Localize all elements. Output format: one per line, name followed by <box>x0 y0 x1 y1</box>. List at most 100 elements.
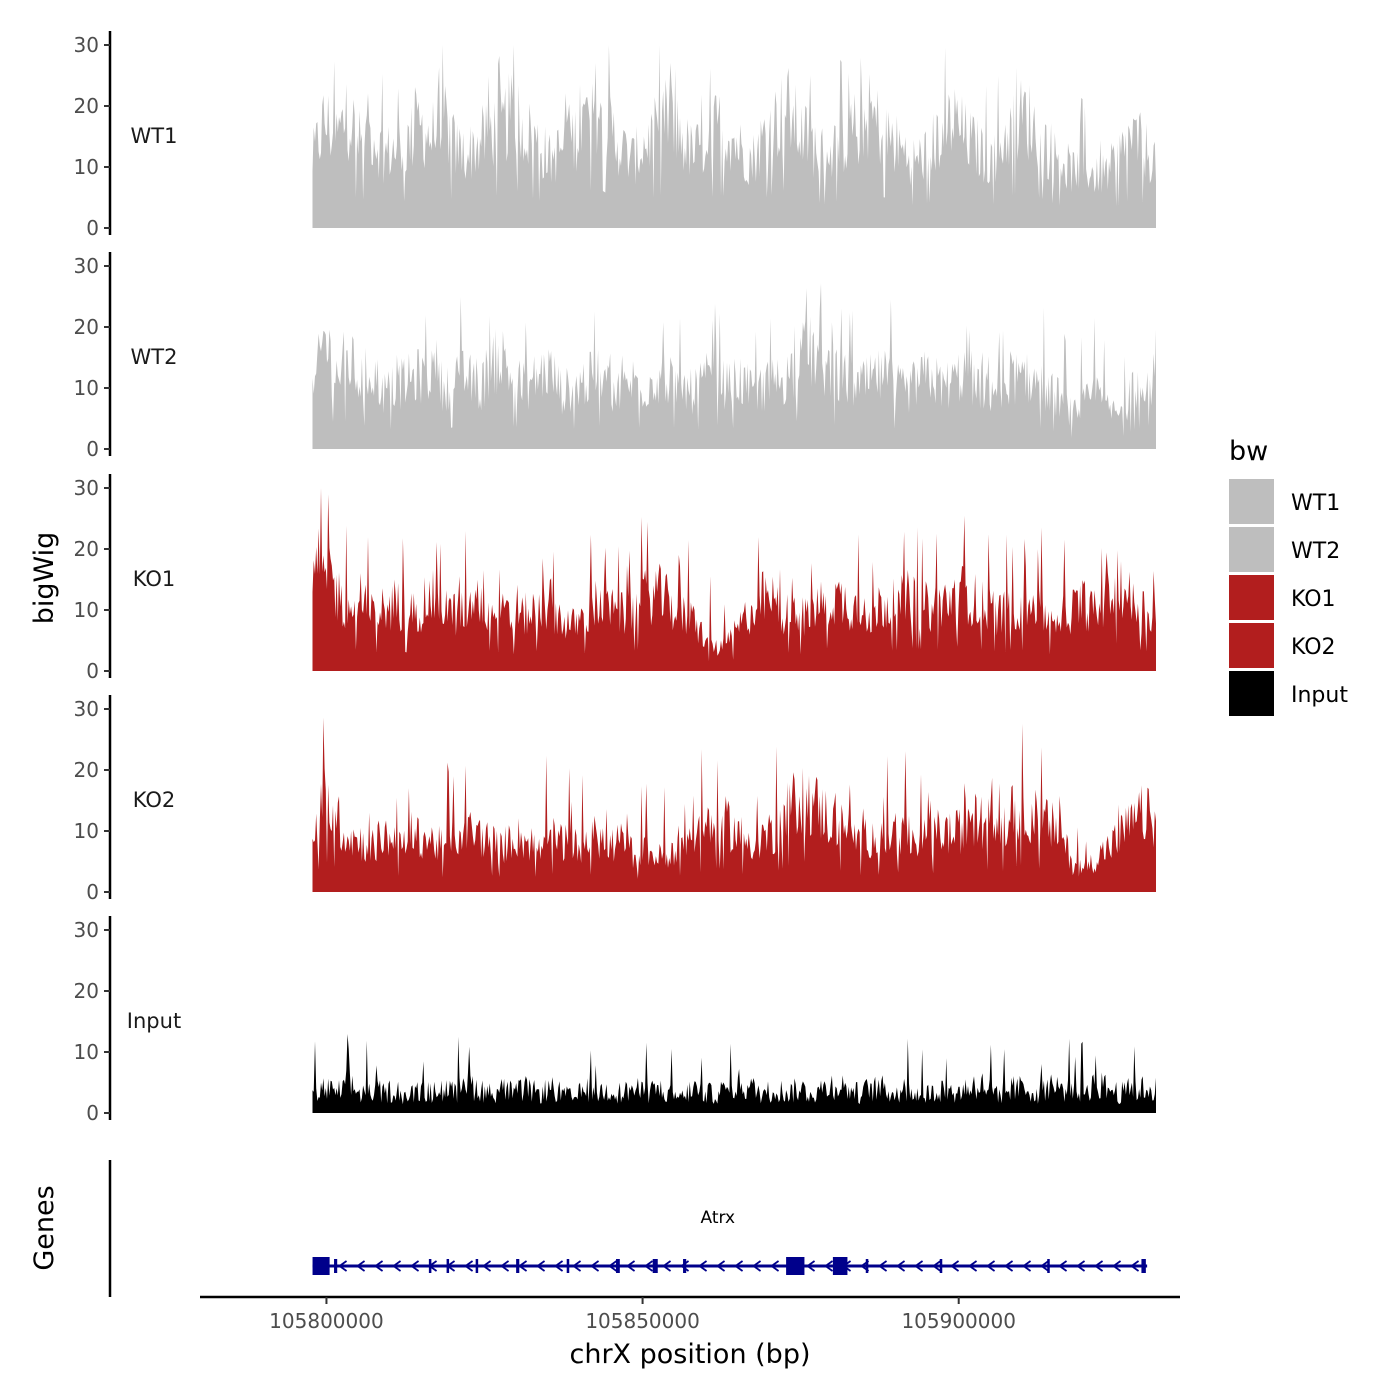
y-tick-label: 0 <box>86 216 99 240</box>
strand-chevron <box>751 1260 762 1272</box>
strand-chevron <box>1003 1260 1014 1272</box>
y-tick-label: 30 <box>74 476 99 500</box>
strand-chevron <box>1111 1260 1122 1272</box>
x-axis: 105800000 105850000 105900000 <box>200 1295 1180 1333</box>
track-label: Input <box>127 1009 181 1033</box>
y-tick-label: 10 <box>74 376 99 400</box>
gene-exon <box>1047 1259 1050 1273</box>
y-axis-title: bigWig <box>29 532 60 625</box>
strand-chevron <box>1093 1260 1104 1272</box>
track-ko2: 0 10 20 30 KO2 <box>74 695 1156 904</box>
gene-exon <box>475 1259 479 1273</box>
strand-chevron <box>895 1260 906 1272</box>
track-label: WT2 <box>131 345 178 369</box>
strand-chevron <box>661 1260 672 1272</box>
strand-chevron <box>391 1260 402 1272</box>
gene-exon <box>832 1257 848 1275</box>
y-tick-label: 20 <box>74 315 99 339</box>
strand-chevron <box>535 1260 546 1272</box>
strand-chevron <box>607 1260 618 1272</box>
strand-chevron <box>715 1260 726 1272</box>
strand-chevron <box>967 1260 978 1272</box>
legend-label: WT1 <box>1291 491 1340 516</box>
strand-chevron <box>1075 1260 1086 1272</box>
gene-exon <box>683 1259 687 1273</box>
y-tick-label: 30 <box>74 254 99 278</box>
track-wt2: 0 10 20 30 WT2 <box>74 252 1156 461</box>
legend-swatch-ko2 <box>1229 623 1274 668</box>
strand-chevron <box>517 1260 528 1272</box>
gene-exon <box>566 1259 570 1273</box>
legend: bw WT1 WT2 KO1 KO2 Input <box>1229 436 1348 716</box>
legend-label: WT2 <box>1291 539 1340 564</box>
strand-chevron <box>985 1260 996 1272</box>
legend-label: KO2 <box>1291 635 1336 660</box>
gene-exon <box>1141 1259 1146 1273</box>
track-input: 0 10 20 30 Input <box>74 916 1156 1125</box>
strand-chevron <box>643 1260 654 1272</box>
strand-chevron <box>697 1260 708 1272</box>
x-tick-label: 105800000 <box>269 1309 384 1333</box>
strand-chevron <box>769 1260 780 1272</box>
x-tick-label: 105900000 <box>901 1309 1016 1333</box>
strand-chevron <box>1057 1260 1068 1272</box>
y-tick-label: 0 <box>86 880 99 904</box>
strand-chevron <box>625 1260 636 1272</box>
gene-exon <box>616 1259 620 1273</box>
strand-chevron <box>589 1260 600 1272</box>
strand-chevron <box>1129 1260 1140 1272</box>
track-ko1: 0 10 20 30 KO1 <box>74 474 1156 683</box>
y-tick-label: 20 <box>74 94 99 118</box>
strand-chevron <box>931 1260 942 1272</box>
track-wt1: 0 10 20 30 WT1 <box>74 31 1156 240</box>
strand-chevron <box>733 1260 744 1272</box>
x-tick-label: 105850000 <box>585 1309 700 1333</box>
strand-chevron <box>1021 1260 1032 1272</box>
legend-swatch-ko1 <box>1229 575 1274 620</box>
signal-area <box>312 45 1156 228</box>
gene-exon <box>428 1259 432 1273</box>
gene-exon <box>939 1259 943 1273</box>
gene-exon <box>312 1257 330 1275</box>
gene-exon <box>446 1259 450 1273</box>
signal-area <box>312 488 1156 671</box>
legend-label: Input <box>1291 683 1348 708</box>
legend-swatch-wt1 <box>1229 479 1274 524</box>
track-label: KO1 <box>133 567 176 591</box>
y-tick-label: 0 <box>86 1101 99 1125</box>
gene-exon <box>516 1259 520 1273</box>
genes-panel: Atrx <box>108 1160 1148 1297</box>
y-tick-label: 0 <box>86 659 99 683</box>
y-tick-label: 10 <box>74 819 99 843</box>
gene-exon <box>786 1257 805 1275</box>
strand-chevron <box>409 1260 420 1272</box>
gene-exon <box>334 1259 338 1273</box>
signal-area <box>312 283 1156 449</box>
signal-area <box>312 1034 1156 1113</box>
strand-chevron <box>463 1260 474 1272</box>
strand-chevron <box>949 1260 960 1272</box>
strand-chevron <box>355 1260 366 1272</box>
strand-chevron <box>877 1260 888 1272</box>
legend-swatch-wt2 <box>1229 527 1274 572</box>
strand-chevron <box>481 1260 492 1272</box>
track-label: WT1 <box>131 124 178 148</box>
y-tick-label: 20 <box>74 758 99 782</box>
legend-swatch-input <box>1229 671 1274 716</box>
strand-chevron <box>823 1260 834 1272</box>
genes-axis-title: Genes <box>29 1185 60 1270</box>
gene-exon <box>865 1259 869 1273</box>
strand-chevron <box>337 1260 348 1272</box>
strand-chevron <box>499 1260 510 1272</box>
y-tick-label: 10 <box>74 155 99 179</box>
y-tick-label: 10 <box>74 598 99 622</box>
y-tick-label: 30 <box>74 33 99 57</box>
y-tick-label: 30 <box>74 918 99 942</box>
gene-label: Atrx <box>701 1208 736 1228</box>
strand-chevron <box>373 1260 384 1272</box>
y-tick-label: 10 <box>74 1040 99 1064</box>
strand-chevron <box>1039 1260 1050 1272</box>
strand-chevron <box>679 1260 690 1272</box>
track-label: KO2 <box>133 788 176 812</box>
